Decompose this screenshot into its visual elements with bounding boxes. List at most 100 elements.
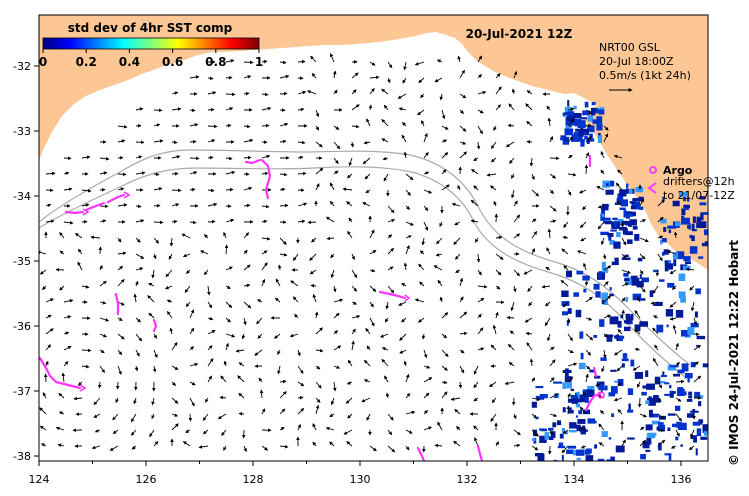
current-arrow — [135, 155, 143, 159]
current-arrow — [243, 249, 248, 255]
sst-patch — [621, 335, 625, 339]
current-arrow — [153, 123, 161, 127]
current-arrow — [508, 103, 515, 111]
current-arrow — [168, 253, 173, 260]
sst-patch — [585, 455, 594, 461]
current-arrow — [621, 269, 631, 274]
current-arrow — [261, 92, 269, 97]
sst-patch — [540, 428, 548, 432]
sst-patch — [688, 223, 691, 230]
current-arrow — [293, 253, 299, 262]
current-arrow — [207, 301, 213, 309]
current-vectors — [39, 53, 702, 455]
current-arrow — [225, 59, 235, 63]
sst-patch — [619, 189, 627, 197]
current-arrow — [436, 237, 443, 245]
current-arrow — [171, 397, 179, 404]
sst-patch — [564, 376, 572, 383]
sst-patch — [535, 395, 544, 400]
current-arrow — [167, 310, 173, 319]
current-arrow — [504, 381, 515, 386]
sst-patch — [623, 272, 629, 277]
current-arrow — [151, 413, 155, 420]
lat-tick-label: -33 — [13, 125, 31, 138]
sst-patch — [628, 403, 631, 410]
current-arrow — [403, 262, 408, 271]
current-arrow — [585, 333, 594, 341]
current-arrow — [566, 317, 571, 324]
current-arrow — [343, 429, 353, 435]
current-arrow — [39, 250, 47, 255]
sst-patch — [684, 373, 693, 379]
current-arrow — [549, 189, 554, 195]
sst-patch — [653, 269, 659, 273]
current-arrow — [171, 365, 179, 371]
sst-patch — [672, 252, 678, 259]
sst-patch — [573, 112, 582, 119]
current-arrow — [171, 219, 178, 224]
current-arrow — [315, 109, 320, 118]
sst-patch — [674, 405, 681, 411]
sst-patch — [640, 454, 646, 460]
current-arrow — [225, 317, 231, 323]
current-arrow — [362, 202, 371, 207]
current-arrow — [405, 245, 410, 255]
current-arrow — [279, 187, 286, 192]
drifter-track — [378, 290, 407, 300]
current-arrow — [99, 156, 110, 161]
current-arrow — [441, 391, 448, 399]
sst-patch — [677, 369, 685, 374]
current-arrow — [453, 440, 461, 447]
current-arrow — [225, 333, 236, 338]
sst-patch — [604, 385, 608, 391]
sst-patch — [576, 457, 581, 461]
current-arrow — [690, 429, 695, 438]
sst-patch — [605, 189, 614, 195]
current-arrow — [453, 237, 461, 245]
current-arrow — [549, 346, 555, 351]
current-arrow — [531, 189, 540, 197]
current-arrow — [297, 395, 304, 400]
current-arrow — [531, 173, 535, 181]
sst-patch — [566, 115, 575, 122]
current-arrow — [473, 157, 479, 162]
current-arrow — [325, 426, 335, 431]
current-arrow — [398, 301, 407, 306]
current-arrow — [277, 264, 282, 271]
sst-patch — [584, 135, 588, 140]
current-arrow — [621, 297, 626, 303]
current-arrow — [653, 315, 659, 319]
current-arrow — [63, 345, 72, 351]
current-arrow — [562, 301, 569, 308]
current-arrow — [261, 219, 268, 224]
current-arrow — [531, 377, 536, 383]
current-arrow — [225, 285, 231, 289]
current-arrow — [117, 237, 122, 243]
current-arrow — [491, 397, 497, 404]
current-arrow — [420, 93, 425, 99]
current-arrow — [171, 203, 180, 207]
sst-patch — [617, 335, 624, 342]
current-arrow — [403, 151, 408, 159]
current-arrow — [55, 426, 65, 431]
sst-patch — [609, 240, 615, 245]
current-arrow — [329, 182, 335, 191]
current-arrow — [277, 365, 281, 375]
current-arrow — [99, 349, 105, 354]
sst-patch — [646, 383, 655, 390]
sst-patch — [629, 219, 637, 226]
current-arrow — [639, 439, 647, 447]
sst-patch — [562, 407, 566, 413]
current-arrow — [455, 269, 461, 273]
current-arrow — [93, 397, 101, 406]
current-arrow — [279, 444, 289, 449]
sst-patch — [649, 290, 654, 298]
current-arrow — [495, 253, 504, 260]
sst-patch — [698, 256, 704, 259]
sst-patch — [699, 196, 705, 200]
sst-patch — [676, 421, 682, 428]
current-arrow — [200, 250, 209, 255]
current-arrow — [332, 70, 337, 79]
current-arrow — [45, 314, 52, 319]
sst-patch — [690, 322, 699, 328]
